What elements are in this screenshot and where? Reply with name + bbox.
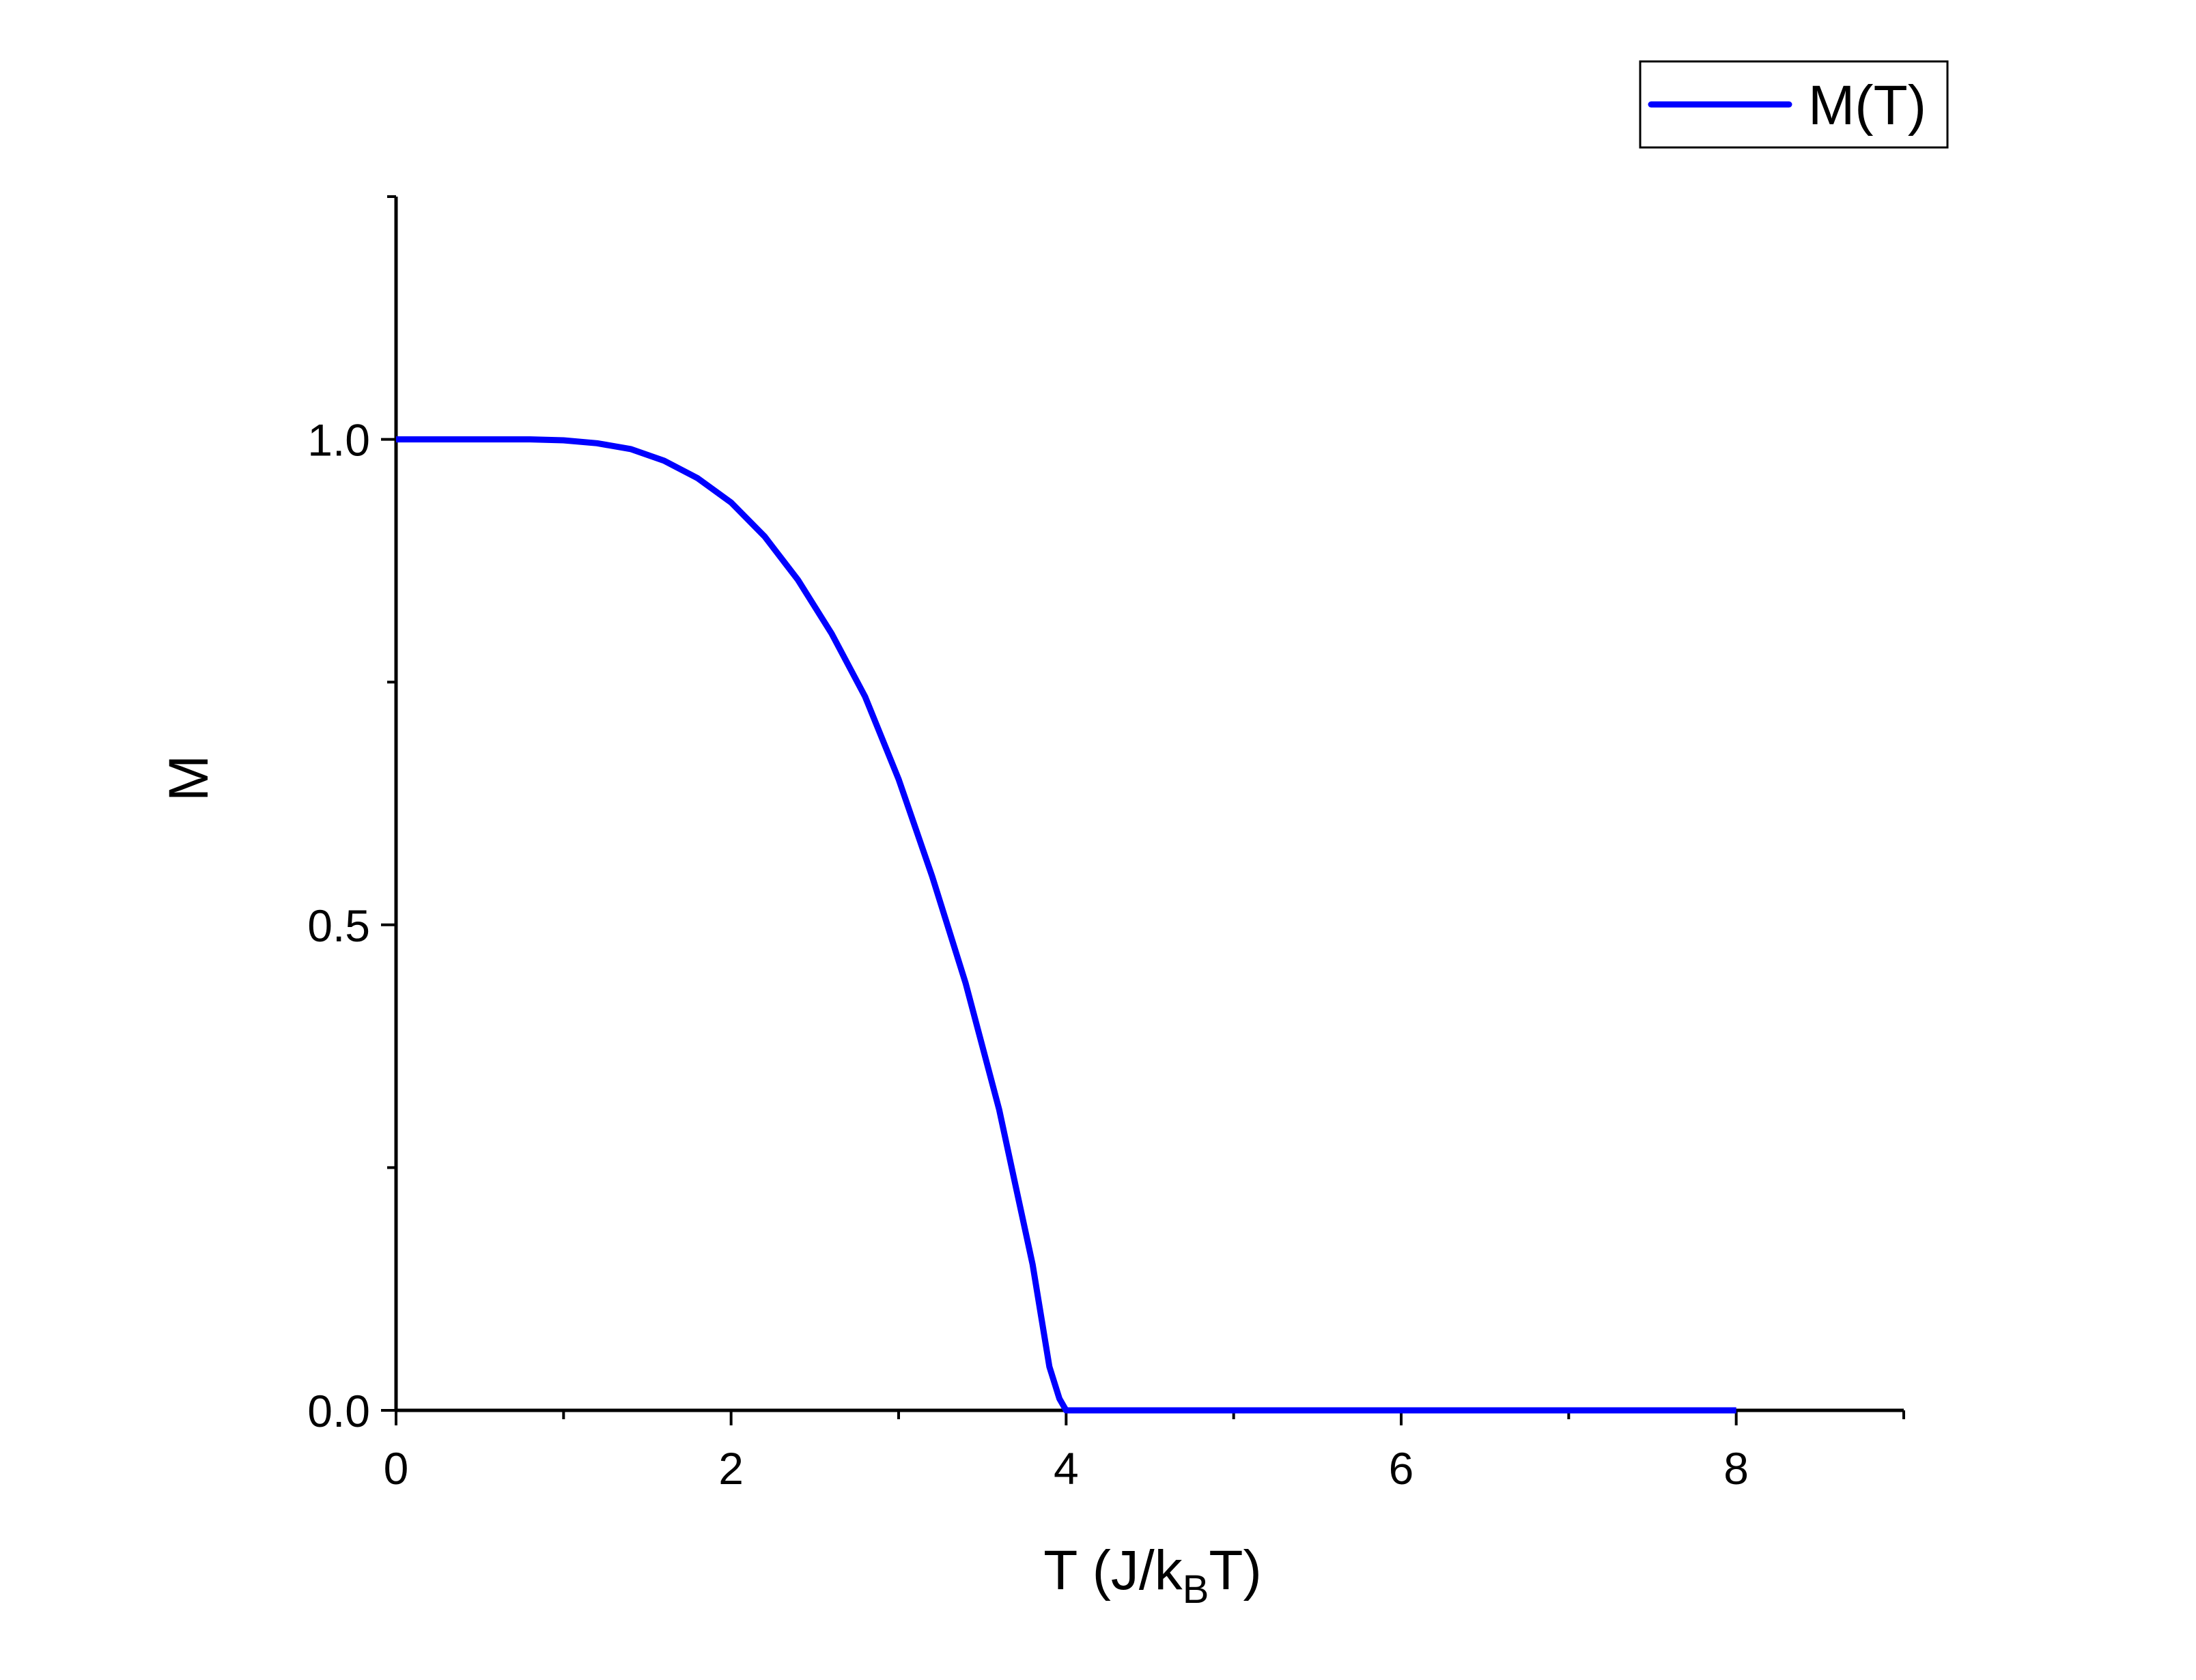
ticks [381,195,1905,1425]
x-axis-title-prefix: T (J/k [1043,1539,1183,1601]
x-axis-title-suffix: T) [1209,1539,1261,1601]
x-axis-title-subscript: B [1183,1567,1209,1612]
legend: M(T) [1639,60,1949,149]
y-tick-label: 0.5 [307,900,370,951]
x-tick-label: 6 [1389,1443,1414,1494]
y-tick-label: 0.0 [307,1386,370,1436]
legend-box [1639,60,1949,149]
series-line-m-t [396,436,1736,1414]
x-tick-label: 4 [1054,1443,1079,1494]
x-tick-label: 2 [718,1443,744,1494]
y-tick-label: 1.0 [307,415,370,466]
axes [394,197,1904,1412]
legend-entry-label: M(T) [1808,74,1926,137]
series [396,436,1736,1414]
x-tick-label: 8 [1723,1443,1749,1494]
tick-labels: 0 2 4 6 8 0.0 0.5 1.0 [307,415,1749,1494]
x-tick-label: 0 [384,1443,409,1494]
y-axis-title: M [158,755,220,801]
x-axis-title: T (J/kBT) [1043,1539,1262,1612]
